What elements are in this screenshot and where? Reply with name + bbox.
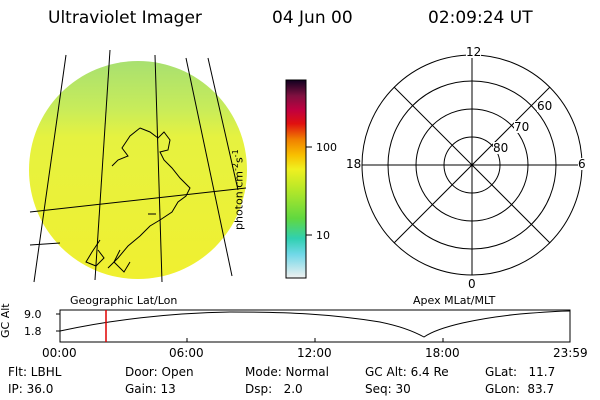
lat-label-80: 80 (493, 141, 509, 155)
status-dsp: Dsp: 2.0 (245, 382, 303, 396)
time-label: 02:09:24 UT (428, 8, 533, 28)
status-door: Door: Open (125, 365, 194, 379)
time-tick-0000: 00:00 (42, 346, 77, 360)
time-tick-1200: 12:00 (297, 346, 332, 360)
mlt-label-6: 6 (578, 157, 586, 171)
status-flt: Flt: LBHL (8, 365, 62, 379)
status-gcalt: GC Alt: 6.4 Re (365, 365, 449, 379)
mlt-label-18: 18 (346, 157, 362, 171)
earth-image (29, 49, 247, 283)
status-glon: GLon: 83.7 (485, 382, 555, 396)
mlt-label-0: 0 (468, 277, 476, 291)
lat-label-60: 60 (537, 99, 553, 113)
colorbar-label: photon cm-2s-1 (231, 149, 246, 230)
status-glat: GLat: 11.7 (485, 365, 556, 379)
mlt-label-12: 12 (466, 45, 482, 59)
colorbar-tick-10: 10 (316, 229, 330, 242)
polar-plot (361, 54, 583, 276)
instrument-title: Ultraviolet Imager (48, 8, 202, 28)
geographic-label: Geographic Lat/Lon (70, 294, 178, 307)
status-gain: Gain: 13 (125, 382, 176, 396)
date-label: 04 Jun 00 (272, 8, 353, 28)
time-tick-2359: 23:59 (553, 346, 588, 360)
time-tick-1800: 18:00 (425, 346, 460, 360)
time-tick-0600: 06:00 (169, 346, 204, 360)
status-mode: Mode: Normal (245, 365, 329, 379)
lat-label-70: 70 (514, 120, 530, 134)
status-seq: Seq: 30 (365, 382, 411, 396)
alt-tick-1-8: 1.8 (24, 325, 42, 338)
colorbar (285, 79, 312, 279)
altitude-plot (56, 309, 571, 343)
apex-label: Apex MLat/MLT (413, 294, 496, 307)
alt-tick-9: 9.0 (24, 308, 42, 321)
colorbar-tick-100: 100 (316, 141, 337, 154)
status-ip: IP: 36.0 (8, 382, 54, 396)
gc-alt-axis-label: GC Alt (0, 303, 12, 338)
